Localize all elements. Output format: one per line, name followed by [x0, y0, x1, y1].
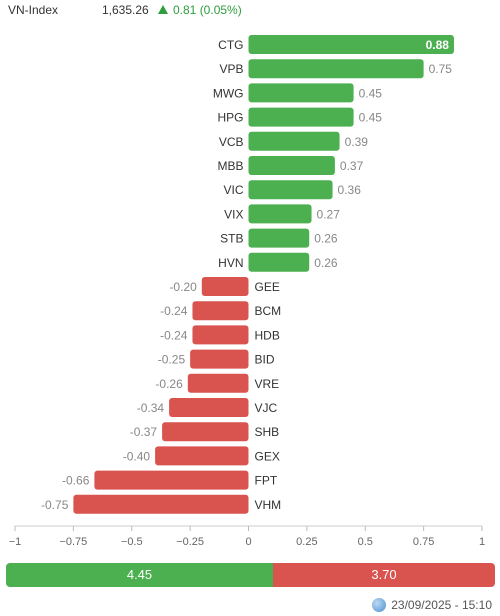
- up-arrow-icon: [158, 5, 168, 14]
- bar: [248, 83, 354, 103]
- bar: [73, 494, 249, 514]
- x-tick-label: 0.5: [358, 536, 373, 548]
- category-label: VPB: [219, 62, 243, 76]
- value-label: -0.20: [169, 280, 197, 294]
- value-label: -0.26: [155, 377, 183, 391]
- index-change-text: 0.81 (0.05%): [173, 3, 242, 17]
- value-label: -0.66: [62, 474, 90, 488]
- bar: [94, 470, 249, 490]
- category-label: HDB: [255, 328, 280, 342]
- category-label: VJC: [255, 401, 278, 415]
- index-change: 0.81 (0.05%): [158, 2, 242, 18]
- timestamp: 23/09/2025 - 15:10: [391, 598, 492, 612]
- category-label: MBB: [217, 159, 243, 173]
- category-label: VHM: [255, 498, 282, 512]
- value-label: 0.26: [314, 232, 338, 246]
- x-tick-label: −0.5: [121, 536, 143, 548]
- bar: [248, 59, 424, 79]
- bar: [190, 349, 249, 369]
- footer: 23/09/2025 - 15:10: [372, 596, 492, 614]
- category-label: HVN: [218, 256, 243, 270]
- bar: [201, 277, 249, 296]
- bar: [162, 422, 249, 442]
- value-label: 0.45: [359, 111, 383, 125]
- category-label: SHB: [255, 425, 280, 439]
- bar: [192, 301, 249, 321]
- bar: [169, 398, 249, 417]
- value-label: -0.75: [41, 498, 69, 512]
- value-label: 0.88: [426, 38, 450, 52]
- bar: [155, 446, 249, 466]
- bar: [248, 228, 310, 248]
- category-label: BCM: [255, 304, 282, 318]
- bar: [192, 325, 249, 345]
- contribution-bar-chart: CTG 0.88 VPB 0.75 MWG 0.45 HPG 0.45 VCB 0.39 MBB 0.…: [9, 35, 485, 548]
- value-label: 0.45: [359, 86, 383, 100]
- summary-positive-segment: 4.45: [6, 563, 273, 587]
- summary-positive-label: 4.45: [126, 567, 153, 582]
- category-label: GEE: [255, 280, 280, 294]
- bar: [248, 131, 340, 151]
- bar: [248, 204, 312, 224]
- value-label: -0.34: [137, 401, 165, 415]
- x-tick-label: 0: [245, 536, 251, 548]
- value-label: -0.40: [123, 449, 151, 463]
- category-label: FPT: [255, 474, 278, 488]
- value-label: 0.37: [340, 159, 364, 173]
- value-label: 0.27: [317, 207, 341, 221]
- category-label: VRE: [255, 377, 280, 391]
- x-tick-label: −0.25: [176, 536, 204, 548]
- value-label: -0.37: [130, 425, 158, 439]
- x-tick-label: −0.75: [59, 536, 87, 548]
- bar: [187, 373, 249, 393]
- category-label: GEX: [255, 449, 280, 463]
- index-header: VN-Index 1,635.26 0.81 (0.05%): [8, 2, 488, 20]
- category-label: BID: [255, 353, 275, 367]
- x-tick-label: 0.25: [296, 536, 317, 548]
- value-label: -0.24: [160, 328, 188, 342]
- value-label: 0.26: [314, 256, 338, 270]
- x-tick-label: 1: [479, 536, 485, 548]
- category-label: VCB: [219, 135, 244, 149]
- category-label: VIC: [223, 183, 243, 197]
- index-value: 1,635.26: [102, 3, 149, 17]
- category-label: VIX: [224, 207, 243, 221]
- value-label: 0.36: [338, 183, 362, 197]
- breadth-summary-bar: 4.45 3.70: [6, 563, 495, 587]
- value-label: 0.39: [345, 135, 369, 149]
- x-tick-label: 0.75: [413, 536, 434, 548]
- bar: [248, 107, 354, 127]
- bar: [248, 156, 335, 175]
- value-label: -0.24: [160, 304, 188, 318]
- category-label: MWG: [213, 86, 244, 100]
- category-label: CTG: [218, 38, 243, 52]
- category-label: HPG: [217, 111, 243, 125]
- summary-negative-segment: 3.70: [273, 563, 495, 587]
- value-label: 0.75: [429, 62, 453, 76]
- index-name: VN-Index: [8, 3, 59, 17]
- globe-icon: [372, 598, 387, 612]
- value-label: -0.25: [158, 353, 186, 367]
- bar: [248, 35, 454, 54]
- category-label: STB: [220, 232, 243, 246]
- bar: [248, 180, 333, 200]
- summary-negative-label: 3.70: [371, 567, 397, 582]
- x-tick-label: −1: [9, 536, 22, 548]
- bar: [248, 252, 310, 272]
